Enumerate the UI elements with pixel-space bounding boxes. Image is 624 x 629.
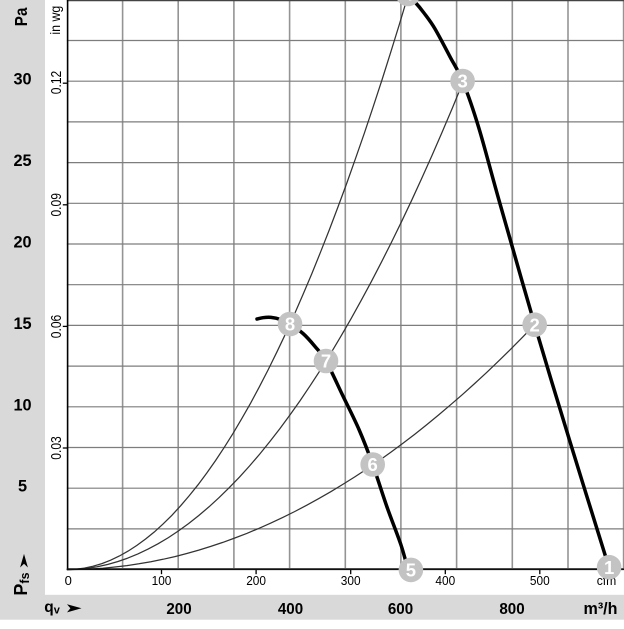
svg-text:400: 400 xyxy=(278,601,303,618)
svg-text:3: 3 xyxy=(457,71,467,92)
svg-text:4: 4 xyxy=(403,0,414,5)
svg-text:6: 6 xyxy=(368,454,378,475)
svg-text:2: 2 xyxy=(530,314,540,335)
svg-text:500: 500 xyxy=(530,573,550,588)
svg-text:25: 25 xyxy=(13,152,31,170)
svg-text:800: 800 xyxy=(499,601,524,618)
svg-text:200: 200 xyxy=(166,601,191,618)
svg-text:300: 300 xyxy=(341,573,361,588)
svg-text:0.09: 0.09 xyxy=(48,193,65,217)
svg-text:10: 10 xyxy=(13,396,31,414)
svg-text:5: 5 xyxy=(18,478,27,496)
svg-text:5: 5 xyxy=(406,560,416,581)
svg-text:600: 600 xyxy=(388,601,413,618)
svg-text:0: 0 xyxy=(65,573,72,588)
svg-text:200: 200 xyxy=(246,573,266,588)
svg-text:8: 8 xyxy=(285,314,295,335)
svg-text:20: 20 xyxy=(13,234,31,252)
svg-text:400: 400 xyxy=(435,573,455,588)
svg-text:100: 100 xyxy=(152,573,172,588)
svg-text:Pa: Pa xyxy=(11,7,31,26)
svg-text:15: 15 xyxy=(13,315,31,333)
svg-text:in wg: in wg xyxy=(48,6,63,35)
svg-text:0.06: 0.06 xyxy=(48,315,65,339)
svg-text:0.03: 0.03 xyxy=(48,436,65,460)
svg-text:7: 7 xyxy=(321,351,331,372)
svg-text:0.12: 0.12 xyxy=(48,71,65,95)
svg-text:1: 1 xyxy=(604,557,614,578)
svg-text:30: 30 xyxy=(13,71,31,89)
svg-text:m³/h: m³/h xyxy=(584,600,618,618)
